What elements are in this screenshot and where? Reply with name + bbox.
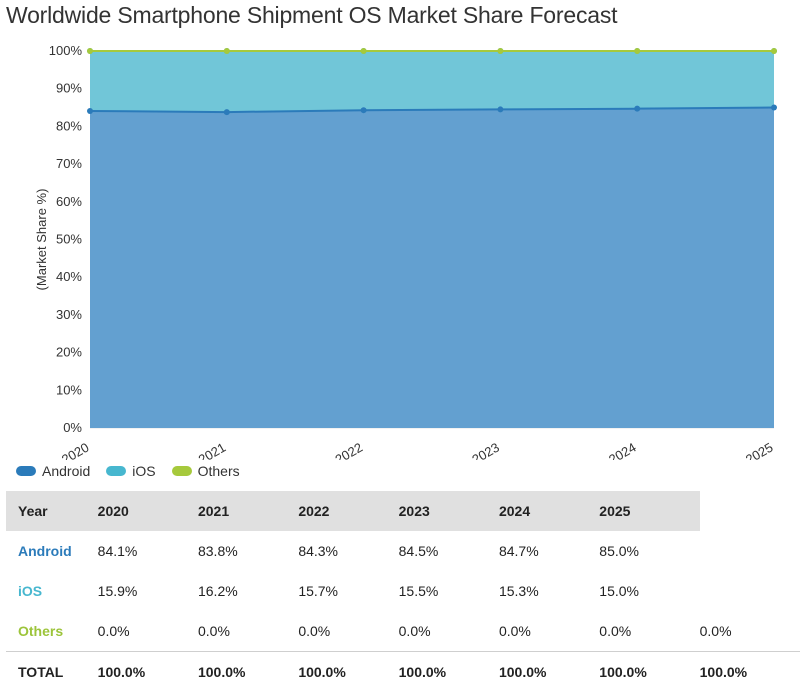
table-cell: 0.0% (398, 623, 431, 639)
y-tick-label: 30% (56, 307, 82, 322)
table-cell: 100.0% (197, 651, 299, 692)
x-tick-label: 2024 (606, 440, 639, 460)
table-cell: 0.0% (498, 623, 531, 639)
point-others (497, 48, 504, 54)
y-tick-label: 10% (56, 382, 82, 397)
y-tick-label: 20% (56, 345, 82, 360)
legend-swatch-ios (106, 466, 127, 476)
table-row-total: TOTAL 100.0% 100.0% 100.0% 100.0% 100.0%… (6, 651, 800, 692)
table-cell: 100.0% (699, 651, 800, 692)
table-cell: 15.0% (599, 583, 639, 599)
table-row-android: Android 84.1% 83.8% 84.3% 84.5% 84.7% 85… (6, 531, 800, 571)
legend-swatch-others (171, 466, 192, 476)
point-android (360, 107, 367, 114)
table-cell: 100.0% (599, 651, 700, 692)
point-android (87, 107, 93, 114)
table-cell: 15.5% (398, 583, 439, 599)
point-android (634, 105, 641, 112)
legend-swatch-android (16, 466, 36, 476)
table-cell: 16.2% (197, 583, 238, 599)
table-cell: 100.0% (97, 651, 198, 692)
y-tick-label: 100% (49, 43, 83, 58)
table-cell: 84.5% (398, 543, 439, 559)
table-row-label: iOS (18, 583, 43, 599)
data-table: Year 2020 2021 2022 2023 2024 2025 Andro… (6, 491, 800, 692)
table-row-label: TOTAL (6, 651, 98, 692)
point-others (360, 48, 367, 54)
table-header-empty (699, 491, 800, 531)
chart-legend: Android iOS Others (16, 463, 256, 479)
y-tick-label: 40% (56, 269, 82, 284)
chart-area: 0% 10% 20% 30% 40% 50% 60% 70% 80% 90% 100% 2020 202… (34, 43, 777, 460)
legend-label-others: Others (197, 463, 240, 479)
y-tick-label: 60% (56, 194, 82, 209)
area-ios (90, 51, 774, 113)
legend-item-ios[interactable]: iOS (106, 463, 156, 479)
point-others (634, 48, 641, 54)
table-cell: 15.9% (97, 583, 138, 599)
table-cell: 84.3% (298, 543, 339, 559)
table-cell: 0.0% (298, 623, 331, 639)
y-axis-label: (Market Share %) (34, 189, 49, 291)
legend-item-others[interactable]: Others (171, 463, 240, 479)
table-header-cell: 2023 (398, 491, 499, 531)
table-cell: 15.7% (298, 583, 339, 599)
point-others (87, 48, 93, 54)
chart-title: Worldwide Smartphone Shipment OS Market … (6, 2, 618, 28)
legend-item-android[interactable]: Android (16, 463, 90, 479)
legend-label-ios: iOS (132, 463, 156, 479)
table-header-cell: 2025 (599, 491, 700, 531)
x-tick-label: 2022 (333, 440, 366, 460)
x-tick-label: 2021 (196, 440, 229, 460)
x-tick-label: 2025 (743, 440, 776, 460)
table-cell: 0.0% (699, 623, 732, 639)
table-row-ios: iOS 15.9% 16.2% 15.7% 15.5% 15.3% 15.0% (6, 571, 800, 611)
table-header-cell: 2022 (298, 491, 399, 531)
table-header-cell: 2020 (97, 491, 198, 531)
table-cell: 85.0% (599, 543, 639, 559)
table-cell: 83.8% (197, 543, 238, 559)
table-cell-empty (700, 531, 800, 571)
table-cell: 100.0% (298, 651, 399, 692)
legend-label-android: Android (42, 463, 91, 479)
point-others (223, 48, 230, 54)
area-android (90, 107, 774, 429)
table-cell: 15.3% (498, 583, 539, 599)
y-tick-label: 90% (56, 81, 82, 96)
table-cell: 100.0% (498, 651, 600, 692)
x-tick-label: 2023 (469, 440, 502, 460)
table-cell: 0.0% (197, 623, 230, 639)
table-header-row: Year 2020 2021 2022 2023 2024 2025 (6, 491, 800, 531)
table-row-label: Others (18, 623, 64, 639)
point-android (771, 104, 777, 111)
y-tick-label: 70% (56, 156, 82, 171)
y-tick-label: 50% (56, 232, 82, 247)
y-tick-label: 0% (63, 420, 82, 435)
point-others (771, 48, 777, 54)
table-cell: 0.0% (97, 623, 130, 639)
table-cell-empty (700, 571, 800, 611)
table-header-cell: 2021 (197, 491, 299, 531)
point-android (223, 109, 230, 116)
y-tick-label: 80% (56, 118, 82, 133)
table-row-others: Others 0.0% 0.0% 0.0% 0.0% 0.0% 0.0% 0.0… (6, 611, 800, 652)
x-tick-label: 2020 (59, 440, 92, 460)
table-row-label: Android (18, 543, 72, 559)
table-cell: 0.0% (599, 623, 632, 639)
table-cell: 100.0% (398, 651, 499, 692)
table-header-year: Year (6, 491, 98, 531)
table-cell: 84.1% (97, 543, 138, 559)
table-cell: 84.7% (498, 543, 539, 559)
table-header-cell: 2024 (498, 491, 600, 531)
point-android (497, 106, 504, 113)
line-android (89, 106, 775, 114)
